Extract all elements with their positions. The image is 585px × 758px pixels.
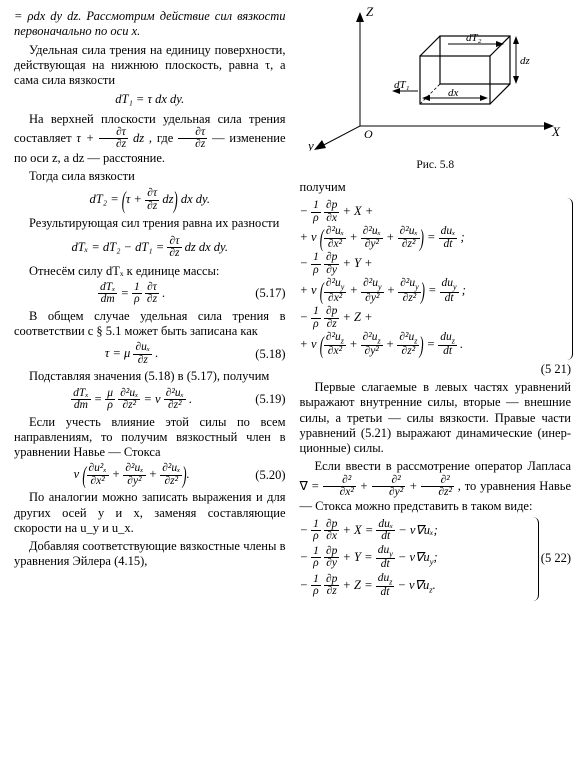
txt: , где (149, 131, 178, 145)
para: Первые слагаемые в левых частях уравнени… (300, 380, 572, 456)
label-dT2: dT₂ (466, 32, 482, 44)
left-column: = ρdx dy dz. Рассмотрим действие сил вяз… (14, 6, 286, 750)
axis-x-label: X (551, 124, 561, 139)
para: По аналогии можно записать выра­жения и … (14, 490, 286, 536)
equation: dTₓ = dT₂ − dT₁ = ∂τ∂z dz dx dy. (14, 236, 286, 260)
txt: dz dx dy. (182, 239, 229, 253)
para: = ρdx dy dz. Рассмотрим действие сил вяз… (14, 9, 286, 40)
equation-numbered: ν (∂u²ₓ∂x² + ∂²uₓ∂y² + ∂²uₓ∂z²). (5.20) (14, 463, 286, 487)
label-dz: dz (520, 55, 531, 67)
para: Если ввести в рассмотрение оператор Лапл… (300, 459, 572, 514)
equation-system-521: − 1ρ ∂p∂x + X + + ν (∂²uₓ∂x² + ∂²uₓ∂y² +… (300, 198, 572, 360)
axis-y-label: y (306, 138, 314, 151)
para: На верхней плоскости удельная сила трени… (14, 112, 286, 167)
para: получим (300, 180, 572, 195)
txt: dx dy. (178, 192, 210, 206)
para: Отнесём силу dTₓ к единице массы: (14, 264, 286, 279)
axis-origin-label: O (364, 127, 373, 141)
figure-svg: Z X y O dT₂ (300, 6, 570, 151)
expr: τ + ∂τ∂z dz (76, 131, 144, 145)
eq-num: (5 22) (537, 551, 571, 566)
para: Удельная сила трения на единицу поверхно… (14, 43, 286, 89)
label-dT1: dT₁ (394, 79, 410, 91)
axis-z-label: Z (366, 6, 374, 19)
txt: = ρdx dy dz. Рассмотрим действие сил вяз… (14, 9, 286, 38)
txt: dT₂ = (90, 192, 122, 206)
eq-num: (5.18) (249, 347, 285, 362)
para: В общем случае удельная сила тре­ния в с… (14, 309, 286, 340)
para: Если учесть влияние этой силы по всем на… (14, 415, 286, 461)
equation: dT₂ = (τ + ∂τ∂z dz) dx dy. (14, 188, 286, 212)
txt: dTₓ = dT₂ − dT₁ = (71, 239, 167, 253)
eq-num: (5.19) (249, 392, 285, 407)
para: Подставляя значения (5.18) в (5.17), пол… (14, 369, 286, 384)
equation-numbered: τ = μ ∂uₓ∂z . (5.18) (14, 342, 286, 366)
label-dx: dx (448, 87, 459, 99)
equation: dT₁ = τ dx dy. (14, 92, 286, 107)
equation-system-522: − 1ρ ∂p∂x + X = duₓdt − ν∇uₓ; − 1ρ ∂p∂y … (300, 517, 572, 601)
para: Тогда сила вязкости (14, 169, 286, 184)
expr: ∂τ∂z (178, 131, 207, 145)
para: Добавляя соответствующие вязкост­ные чле… (14, 539, 286, 570)
figure-5-8: Z X y O dT₂ (300, 6, 572, 156)
expr: ∂²∂x² + ∂²∂y² + ∂²∂z² (323, 479, 454, 493)
right-column: Z X y O dT₂ (300, 6, 572, 750)
equation-numbered: dTₓdm = μρ ∂²uₓ∂z² = ν ∂²uₓ∂z² . (5.19) (14, 388, 286, 412)
para: Результирующая сил трения равна их разно… (14, 216, 286, 231)
figure-caption: Рис. 5.8 (300, 158, 572, 172)
eq-num: (5.20) (249, 468, 285, 483)
eq-num: (5.17) (249, 286, 285, 301)
equation-numbered: dTₓdm = 1ρ ∂τ∂z . (5.17) (14, 282, 286, 306)
eq-num: (5 21) (300, 362, 572, 377)
